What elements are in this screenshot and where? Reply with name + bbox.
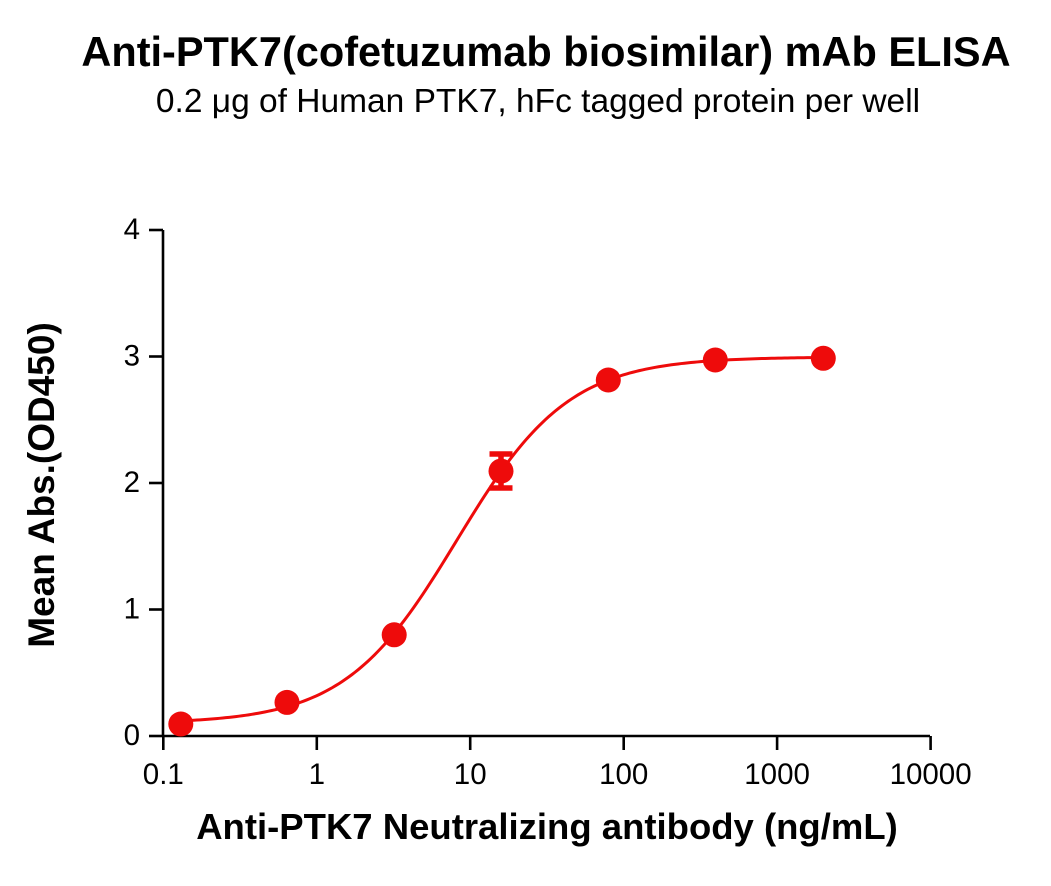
svg-text:1000: 1000: [744, 758, 810, 791]
svg-text:10000: 10000: [890, 758, 972, 791]
svg-text:2: 2: [124, 466, 140, 499]
svg-text:Anti-PTK7(cofetuzumab biosimil: Anti-PTK7(cofetuzumab biosimilar) mAb EL…: [81, 28, 1010, 75]
svg-text:0.1: 0.1: [143, 758, 184, 791]
svg-text:0: 0: [124, 719, 140, 752]
svg-text:3: 3: [124, 340, 140, 373]
svg-text:4: 4: [124, 213, 140, 246]
svg-text:Anti-PTK7 Neutralizing antibod: Anti-PTK7 Neutralizing antibody (ng/mL): [196, 806, 898, 847]
svg-text:10: 10: [454, 758, 487, 791]
svg-text:Mean Abs.(OD450): Mean Abs.(OD450): [21, 322, 62, 648]
svg-text:100: 100: [599, 758, 648, 791]
svg-text:1: 1: [309, 758, 325, 791]
svg-text:1: 1: [124, 593, 140, 626]
svg-text:0.2 μg of Human PTK7, hFc tagg: 0.2 μg of Human PTK7, hFc tagged protein…: [156, 83, 920, 120]
